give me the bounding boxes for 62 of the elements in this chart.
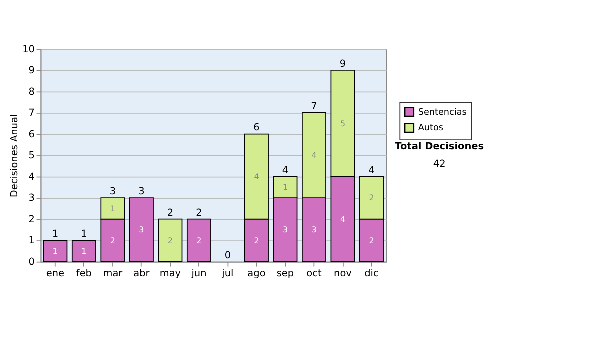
data-label: 1 xyxy=(282,183,288,192)
total-label: 1 xyxy=(52,229,59,240)
data-label: 2 xyxy=(168,236,173,246)
total-label: 3 xyxy=(110,186,116,198)
total-label: 6 xyxy=(254,122,260,134)
data-label: 1 xyxy=(110,204,116,214)
total-label: 2 xyxy=(196,208,202,219)
total-label: 0 xyxy=(224,250,232,262)
x-tick-label: dic xyxy=(364,268,379,280)
x-tick-label: oct xyxy=(306,268,322,280)
data-label: 2 xyxy=(369,236,374,246)
x-tick-label: ene xyxy=(46,268,65,280)
total-label: 9 xyxy=(340,58,346,70)
data-label: 2 xyxy=(110,236,116,246)
x-tick-label: jul xyxy=(221,268,234,280)
legend-label: Sentencias xyxy=(418,108,468,118)
y-tick-label: 2 xyxy=(28,214,36,226)
legend-label: Autos xyxy=(418,124,444,134)
total-label: 4 xyxy=(282,165,289,176)
x-tick-label: sep xyxy=(276,268,294,280)
y-tick-label: 1 xyxy=(28,236,36,247)
x-tick-label: abr xyxy=(134,268,150,280)
x-tick-label: nov xyxy=(334,268,352,280)
x-tick-label: may xyxy=(160,268,182,280)
x-tick-label: feb xyxy=(76,268,92,280)
bar xyxy=(129,198,154,262)
data-label: 1 xyxy=(82,246,87,256)
bar xyxy=(158,218,183,262)
data-label: 1 xyxy=(52,246,58,256)
x-tick-label: mar xyxy=(103,268,123,280)
data-label: 5 xyxy=(340,119,346,128)
text: Total Decisiones xyxy=(395,141,484,152)
total-label: 1 xyxy=(81,229,88,240)
data-label: 3 xyxy=(139,226,144,235)
y-tick-label: 0 xyxy=(28,257,36,268)
text: 42 xyxy=(433,159,446,170)
y-tick-label: 10 xyxy=(22,44,36,56)
total-label: 2 xyxy=(167,208,174,219)
total-label: 3 xyxy=(138,186,145,198)
y-tick-label: 5 xyxy=(28,150,36,162)
total-label: 4 xyxy=(368,165,375,176)
total-label: 7 xyxy=(311,101,318,112)
y-tick-label: 9 xyxy=(28,66,36,77)
y-tick-label: 7 xyxy=(28,108,36,120)
y-tick-label: 4 xyxy=(28,172,36,183)
bar xyxy=(43,240,68,262)
bar xyxy=(186,218,212,262)
data-label: 4 xyxy=(312,151,317,160)
data-label: 4 xyxy=(254,172,260,182)
data-label: 3 xyxy=(282,226,288,235)
x-tick-label: ago xyxy=(248,268,266,280)
y-tick-label: 6 xyxy=(28,129,36,140)
data-label: 3 xyxy=(312,226,317,235)
data-label: 2 xyxy=(196,236,202,246)
data-label: 2 xyxy=(369,194,374,203)
data-label: 2 xyxy=(254,236,260,246)
y-axis-title: Decisiones Anual xyxy=(9,114,20,198)
bar xyxy=(72,240,96,262)
x-tick-label: jun xyxy=(190,268,207,280)
data-label: 4 xyxy=(340,215,346,224)
y-tick-label: 3 xyxy=(28,193,36,204)
y-tick-label: 8 xyxy=(28,86,36,98)
